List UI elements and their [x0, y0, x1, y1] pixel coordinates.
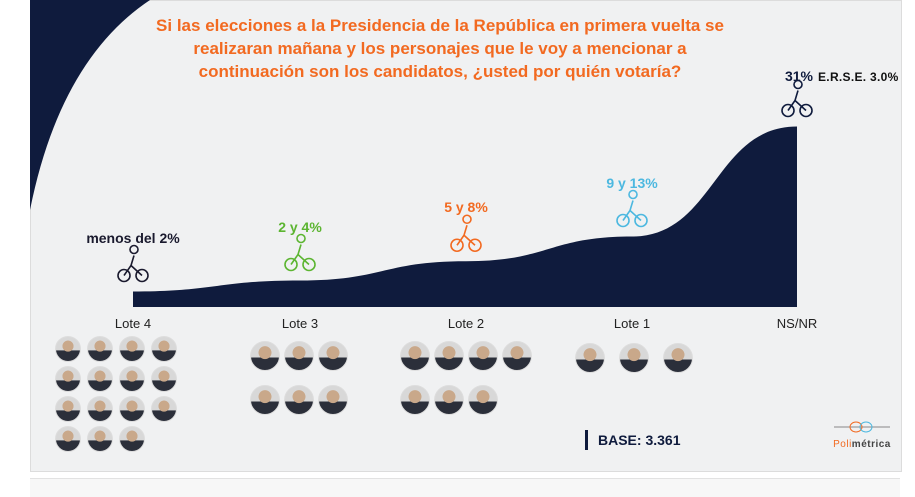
- area-series: [133, 126, 797, 307]
- candidate-photo: [87, 396, 113, 422]
- title-line: continuación son los candidatos, ¿usted …: [198, 62, 682, 81]
- candidate-photo: [55, 426, 81, 452]
- data-label: menos del 2%: [86, 229, 180, 246]
- x-tick-label: NS/NR: [776, 316, 818, 331]
- candidate-photo: [55, 336, 81, 362]
- x-tick-label: Lote 3: [281, 316, 319, 331]
- bike-icon: [781, 79, 813, 118]
- candidates-lote-1: [575, 343, 703, 373]
- candidates-lote-3: [250, 341, 348, 415]
- candidate-photo: [119, 396, 145, 422]
- candidate-photo: [400, 385, 430, 415]
- candidate-photo: [55, 366, 81, 392]
- title-line: Si las elecciones a la Presidencia de la…: [156, 16, 724, 35]
- candidate-photo: [119, 426, 145, 452]
- candidate-photo: [434, 341, 464, 371]
- title-line: realizaran mañana y los personajes que l…: [193, 39, 687, 58]
- candidate-photo: [284, 385, 314, 415]
- candidate-photo: [663, 343, 693, 373]
- candidate-photo: [151, 366, 177, 392]
- x-tick-label: Lote 1: [613, 316, 651, 331]
- candidate-photo: [250, 341, 280, 371]
- candidate-photo: [468, 341, 498, 371]
- candidate-photo: [434, 385, 464, 415]
- logo-text-post: métrica: [851, 439, 891, 450]
- candidates-lote-4: [55, 336, 177, 452]
- chart-title: Si las elecciones a la Presidencia de la…: [110, 14, 770, 83]
- candidate-photo: [119, 366, 145, 392]
- decorative-arc: [30, 0, 150, 210]
- candidate-photo: [151, 396, 177, 422]
- base-label: BASE: 3.361: [585, 430, 680, 450]
- bike-icon: [616, 189, 648, 228]
- candidate-photo: [87, 426, 113, 452]
- candidate-photo: [55, 396, 81, 422]
- candidate-photo: [250, 385, 280, 415]
- candidate-photo: [502, 341, 532, 371]
- candidate-photo: [575, 343, 605, 373]
- candidate-photo: [119, 336, 145, 362]
- candidate-photo: [468, 385, 498, 415]
- candidate-photo: [318, 341, 348, 371]
- x-tick-label: Lote 2: [447, 316, 485, 331]
- candidate-photo: [619, 343, 649, 373]
- data-label: 2 y 4%: [278, 218, 322, 235]
- bike-icon: [284, 233, 316, 272]
- polimetrica-logo: Polimétrica: [832, 420, 892, 450]
- bike-icon: [117, 244, 149, 283]
- candidate-photo: [400, 341, 430, 371]
- candidates-lote-2: [400, 341, 532, 415]
- bottom-bar: [30, 478, 900, 497]
- logo-wave-icon: [834, 421, 890, 433]
- data-label: 5 y 8%: [444, 199, 488, 216]
- candidate-photo: [87, 336, 113, 362]
- x-tick-label: Lote 4: [114, 316, 152, 331]
- candidate-photo: [151, 336, 177, 362]
- candidate-photo: [318, 385, 348, 415]
- data-label: 9 y 13%: [606, 174, 658, 191]
- candidate-photo: [87, 366, 113, 392]
- erse-label: E.R.S.E. 3.0%: [818, 70, 899, 84]
- logo-text-pre: Poli: [833, 439, 852, 450]
- data-label: 31%: [784, 67, 814, 84]
- candidate-photo: [284, 341, 314, 371]
- bike-icon: [450, 214, 482, 253]
